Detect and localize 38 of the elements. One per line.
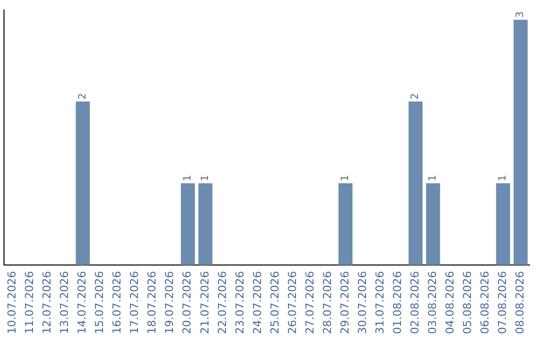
x-tick-label: 24.07.2026 — [250, 271, 264, 334]
data-label: 2 — [410, 93, 422, 100]
x-tick-label: 18.07.2026 — [146, 271, 159, 334]
x-tick-label: 30.07.2026 — [356, 271, 369, 334]
x-tick-label: 17.07.2026 — [128, 271, 142, 334]
x-tick-label: 22.07.2026 — [216, 271, 229, 334]
x-tick-label: 26.07.2026 — [286, 271, 299, 334]
x-tick-label: 11.07.2026 — [23, 271, 36, 334]
x-tick-label: 05.08.2026 — [460, 271, 474, 334]
x-tick-label: 02.08.2026 — [408, 271, 422, 334]
x-tick-label: 29.07.2026 — [338, 271, 352, 334]
data-label: 3 — [515, 11, 526, 18]
x-tick-label: 03.08.2026 — [426, 271, 439, 334]
x-tick-label: 21.07.2026 — [198, 271, 212, 334]
x-tick-label: 06.08.2026 — [478, 271, 492, 334]
data-label: 1 — [498, 174, 509, 182]
x-tick-label: 25.07.2026 — [268, 271, 282, 334]
x-tick-label: 31.07.2026 — [373, 271, 386, 334]
x-tick-label: 20.07.2026 — [180, 271, 194, 334]
x-tick-label: 08.08.2026 — [513, 271, 526, 334]
x-tick-label: 16.07.2026 — [110, 271, 124, 334]
data-label: 1 — [200, 174, 211, 182]
x-tick-label: 13.07.2026 — [58, 271, 72, 334]
x-tick-label: 01.08.2026 — [390, 271, 404, 334]
x-tick-label: 07.08.2026 — [496, 271, 509, 334]
data-label: 1 — [340, 174, 352, 182]
data-label: 1 — [428, 174, 439, 182]
x-tick-label: 28.07.2026 — [320, 271, 334, 334]
x-tick-label: 14.07.2026 — [76, 271, 89, 334]
x-tick-label: 04.08.2026 — [443, 271, 456, 334]
x-tick-label: 10.07.2026 — [6, 271, 19, 334]
x-tick-label: 19.07.2026 — [163, 271, 176, 334]
x-tick-label: 27.07.2026 — [303, 271, 316, 334]
data-label: 1 — [182, 174, 194, 182]
x-tick-label: 15.07.2026 — [93, 271, 106, 334]
data-label: 2 — [77, 93, 88, 100]
x-tick-label: 23.07.2026 — [233, 271, 246, 334]
x-tick-label: 12.07.2026 — [40, 271, 54, 334]
